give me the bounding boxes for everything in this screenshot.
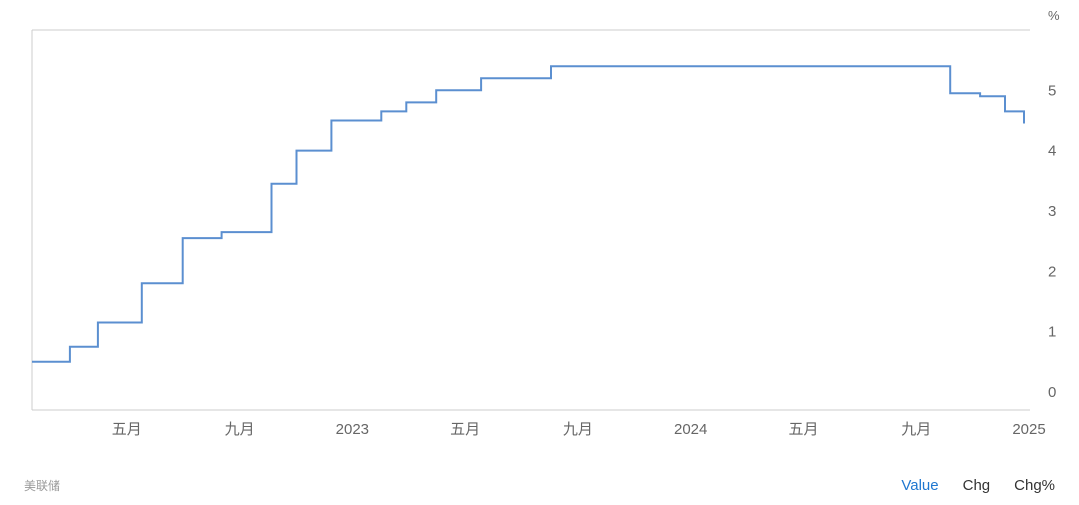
chart-svg: 0 1 2 3 4 5 五月 九月 2023 五月 九月 2024 五月 九月 2025	[0, 0, 1079, 470]
svg-text:0: 0	[1048, 384, 1056, 401]
svg-text:4: 4	[1048, 143, 1056, 160]
svg-text:3: 3	[1048, 203, 1056, 220]
legend-item-chg[interactable]: Chg	[963, 477, 991, 494]
svg-text:五月: 五月	[788, 421, 818, 438]
svg-text:1: 1	[1048, 324, 1056, 341]
svg-text:九月: 九月	[225, 421, 255, 438]
svg-text:2024: 2024	[674, 421, 707, 438]
legend: Value Chg Chg%	[901, 477, 1055, 494]
source-label: 美联储	[24, 477, 60, 494]
legend-item-value[interactable]: Value	[901, 477, 938, 494]
y-axis-unit: %	[1048, 8, 1060, 23]
svg-text:九月: 九月	[563, 421, 593, 438]
svg-text:2023: 2023	[336, 421, 369, 438]
svg-text:九月: 九月	[901, 421, 931, 438]
chart-footer: 美联储 Value Chg Chg%	[0, 469, 1079, 505]
legend-item-chgpct[interactable]: Chg%	[1014, 477, 1055, 494]
svg-text:2025: 2025	[1012, 421, 1045, 438]
svg-text:五月: 五月	[112, 421, 142, 438]
svg-text:五月: 五月	[450, 421, 480, 438]
svg-text:5: 5	[1048, 82, 1056, 99]
rate-chart: 0 1 2 3 4 5 五月 九月 2023 五月 九月 2024 五月 九月 2025 % 美联储 Val…	[0, 0, 1079, 505]
svg-text:2: 2	[1048, 263, 1056, 280]
